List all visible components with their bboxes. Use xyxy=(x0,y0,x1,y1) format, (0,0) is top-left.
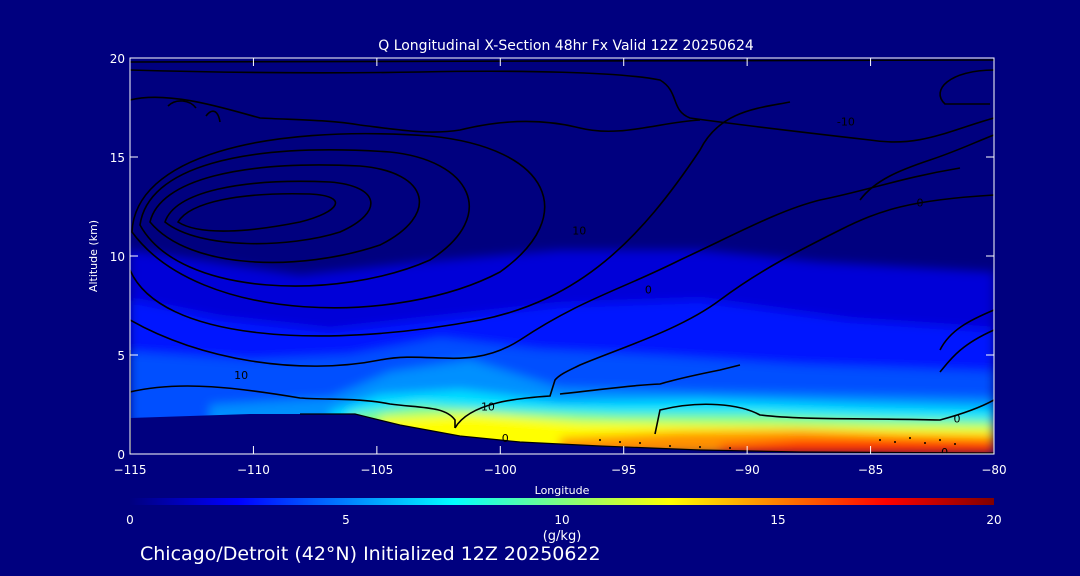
contour-label: -10 xyxy=(837,115,855,128)
colorbar-tick-label: 0 xyxy=(126,513,134,527)
colorbar-tick-label: 10 xyxy=(554,513,569,527)
terrain-line xyxy=(300,413,994,454)
contour-label: 0 xyxy=(502,432,509,445)
colorbar-tick-label: 20 xyxy=(986,513,1001,527)
x-tick-label: −80 xyxy=(981,463,1006,477)
y-tick-label: 10 xyxy=(110,250,125,264)
x-tick-label: −90 xyxy=(734,463,759,477)
x-tick-label: −95 xyxy=(611,463,636,477)
plot-area: 10 0 10 0 -10 0 10 0 0 xyxy=(130,58,994,459)
x-axis-label: Longitude xyxy=(535,484,590,497)
terrain-mask xyxy=(130,414,994,454)
contour-label: 10 xyxy=(481,400,495,413)
contour-label: 0 xyxy=(645,284,652,297)
x-tick-label: −110 xyxy=(237,463,270,477)
contour-lines xyxy=(130,59,994,454)
chart-title: Q Longitudinal X-Section 48hr Fx Valid 1… xyxy=(378,38,754,54)
y-tick-label: 15 xyxy=(110,151,125,165)
contour-label: 0 xyxy=(941,446,948,459)
colorbar-label: (g/kg) xyxy=(543,529,582,544)
contour-dots xyxy=(599,437,956,449)
contour-label: 0 xyxy=(953,412,960,425)
y-tick-label: 0 xyxy=(117,448,125,462)
x-tick-label: −85 xyxy=(858,463,883,477)
y-tick-label: 5 xyxy=(117,349,125,363)
x-tick-label: −100 xyxy=(484,463,517,477)
x-tick-label: −115 xyxy=(114,463,147,477)
contour-label: 10 xyxy=(572,224,586,237)
colorbar-tick-label: 5 xyxy=(342,513,350,527)
colorbar xyxy=(130,498,994,505)
footer-caption: Chicago/Detroit (42°N) Initialized 12Z 2… xyxy=(140,543,601,565)
axes: −115 −110 −105 −100 −95 −90 −85 −80 0 5 10 15 20 xyxy=(110,52,1007,477)
contour-label: 0 xyxy=(916,197,923,210)
colorbar-ticks: 0 5 10 15 20 xyxy=(126,513,1001,527)
y-axis-label: Altitude (km) xyxy=(87,220,100,292)
contour-label-group: 10 0 10 0 -10 0 10 0 0 xyxy=(234,115,960,459)
x-tick-label: −105 xyxy=(360,463,393,477)
contour-label: 10 xyxy=(234,369,248,382)
colorbar-tick-label: 15 xyxy=(770,513,785,527)
y-tick-label: 20 xyxy=(110,52,125,66)
